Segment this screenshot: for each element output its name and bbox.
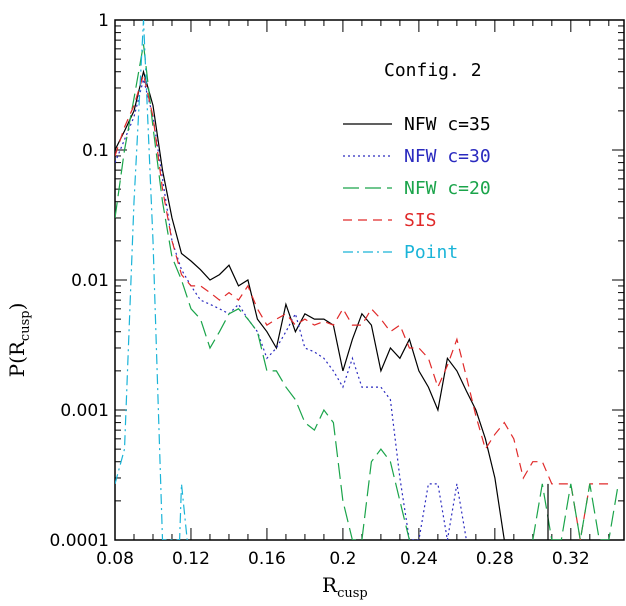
series-line-nfw-c-35 <box>115 69 514 540</box>
series-line-sis <box>115 72 609 540</box>
series-layer <box>115 20 619 540</box>
x-axis-title: Rcusp <box>322 573 368 601</box>
x-tick-label: 0.32 <box>552 549 590 569</box>
axis-ticks <box>114 20 624 541</box>
y-axis-title: P(Rcusp) <box>5 303 33 378</box>
legend-label: NFW c=30 <box>404 146 491 167</box>
y-axis-title-sub: cusp <box>18 310 33 341</box>
y-axis-title-close: ) <box>5 303 29 311</box>
series-line-nfw-c-20 <box>115 44 410 540</box>
y-tick-label: 0.1 <box>82 141 109 161</box>
series-tail-0 <box>532 483 619 540</box>
legend-label: NFW c=35 <box>404 114 491 135</box>
chart-annotation: Config. 2 <box>384 60 482 81</box>
x-tick-label: 0.08 <box>96 549 134 569</box>
legend-label: SIS <box>404 210 437 231</box>
y-tick-label: 1 <box>98 11 109 31</box>
tick-labels: 0.08 0.12 0.16 0.2 0.24 0.28 0.32 0.0001 0.001 0.… <box>50 11 590 569</box>
x-tick-label: 0.24 <box>400 549 438 569</box>
y-tick-label: 0.0001 <box>50 531 109 551</box>
y-tick-label: 0.001 <box>60 401 109 421</box>
x-tick-label: 0.12 <box>172 549 210 569</box>
x-axis-title-sub: cusp <box>337 586 368 601</box>
x-axis-title-main: R <box>322 573 338 597</box>
y-tick-label: 0.01 <box>71 271 109 291</box>
legend: NFW c=35 NFW c=30 NFW c=20 SIS Point <box>343 114 491 263</box>
plot-frame <box>114 19 625 541</box>
legend-label: Point <box>404 242 458 263</box>
y-axis-title-main: P(R <box>5 340 29 377</box>
x-tick-label: 0.16 <box>248 549 286 569</box>
series-line-nfw-c-30 <box>115 79 467 540</box>
x-tick-label: 0.28 <box>476 549 514 569</box>
legend-label: NFW c=20 <box>404 178 491 199</box>
x-tick-label: 0.2 <box>329 549 356 569</box>
